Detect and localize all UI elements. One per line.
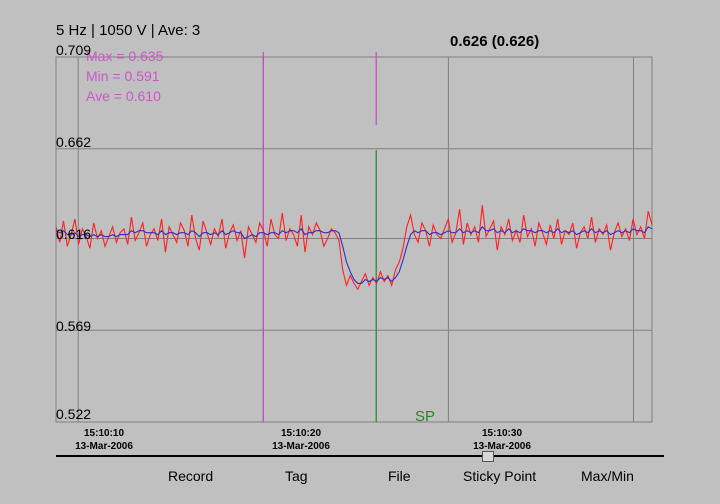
x-tick-time: 15:10:20 — [280, 428, 322, 439]
maxmin-button[interactable]: Max/Min — [581, 468, 634, 484]
x-tick-label: 15:10:10 13-Mar-2006 — [59, 427, 149, 453]
file-button[interactable]: File — [388, 468, 411, 484]
raw-signal-line — [55, 205, 653, 291]
tag-markers — [262, 52, 377, 422]
x-tick-time: 15:10:30 — [481, 428, 523, 439]
chart-series — [55, 205, 653, 291]
y-tick-label: 0.522 — [56, 406, 92, 422]
average-signal-line — [55, 225, 653, 284]
x-tick-label: 15:10:30 13-Mar-2006 — [457, 427, 547, 453]
y-tick-label: 0.709 — [56, 42, 92, 58]
x-tick-label: 15:10:20 13-Mar-2006 — [256, 427, 346, 453]
y-tick-label: 0.569 — [56, 318, 92, 334]
record-button[interactable]: Record — [168, 468, 214, 484]
acquisition-status: 5 Hz | 1050 V | Ave: 3 — [56, 22, 201, 39]
max-stat: Max = 0.635 — [86, 48, 164, 64]
x-tick-date: 13-Mar-2006 — [272, 441, 330, 452]
tag-button[interactable]: Tag — [285, 468, 308, 484]
x-tick-time: 15:10:10 — [83, 428, 125, 439]
sticky-point-label: SP — [415, 408, 435, 425]
min-stat: Min = 0.591 — [86, 68, 160, 84]
time-scroll-track[interactable] — [56, 455, 664, 457]
time-scroll-thumb[interactable] — [481, 451, 494, 462]
x-tick-date: 13-Mar-2006 — [75, 441, 133, 452]
sticky-point-button[interactable]: Sticky Point — [463, 468, 537, 484]
y-tick-label: 0.616 — [56, 226, 92, 242]
x-tick-date: 13-Mar-2006 — [473, 441, 531, 452]
y-tick-label: 0.662 — [56, 134, 92, 150]
current-value-readout: 0.626 (0.626) — [450, 33, 540, 50]
ave-stat: Ave = 0.610 — [86, 88, 161, 104]
